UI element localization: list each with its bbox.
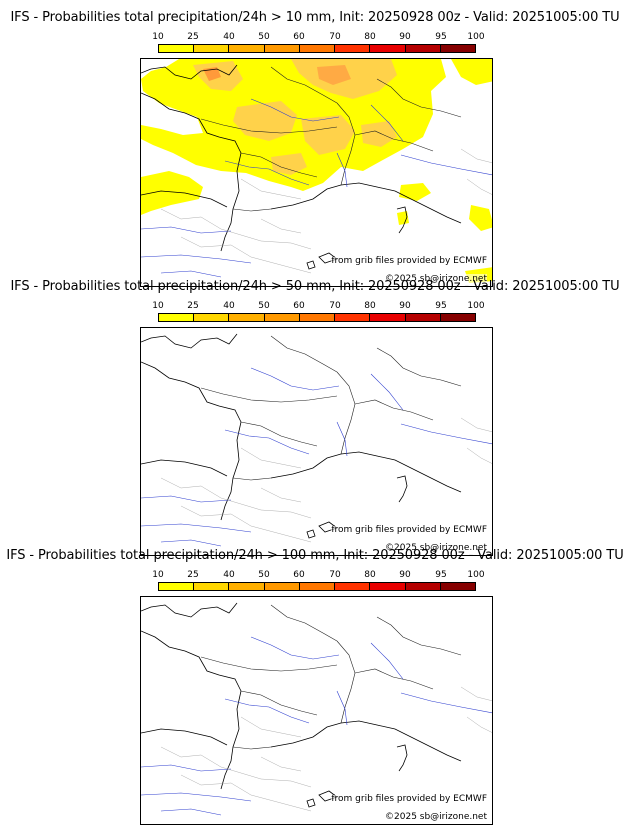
colorbar-segment xyxy=(264,314,300,321)
colorbar-tick: 100 xyxy=(467,301,485,311)
probability-map: from grib files provided by ECMWF ©2025 … xyxy=(140,58,493,287)
colorbar-tick: 60 xyxy=(293,32,305,42)
colorbar-tick: 80 xyxy=(364,570,376,580)
colorbar-segment xyxy=(335,314,371,321)
colorbar-tick: 10 xyxy=(152,301,164,311)
colorbar-segment xyxy=(335,583,371,590)
regions xyxy=(160,417,492,543)
country-borders xyxy=(200,66,462,212)
colorbar-tick: 50 xyxy=(258,32,270,42)
colorbar-tick: 60 xyxy=(293,301,305,311)
colorbar-segment xyxy=(229,45,265,52)
colorbar-segment xyxy=(405,45,441,52)
colorbar-segment xyxy=(440,45,475,52)
coastline xyxy=(141,333,462,539)
copyright-credit: ©2025 sb@irizone.net xyxy=(385,274,487,284)
colorbar-segment xyxy=(264,583,300,590)
coastline xyxy=(141,64,462,270)
colorbar-segment xyxy=(229,583,265,590)
colorbar-segment xyxy=(335,45,371,52)
panel-10mm: IFS - Probabilities total precipitation/… xyxy=(0,10,630,287)
colorbar-tick: 50 xyxy=(258,570,270,580)
colorbar-tick: 10 xyxy=(152,570,164,580)
regions xyxy=(160,686,492,812)
colorbar-tick: 90 xyxy=(399,301,411,311)
rivers xyxy=(141,98,492,278)
copyright-credit: ©2025 sb@irizone.net xyxy=(385,812,487,822)
colorbar-segment xyxy=(370,583,406,590)
panel-100mm: IFS - Probabilities total precipitation/… xyxy=(0,548,630,825)
colorbar xyxy=(158,582,476,591)
colorbar-tick: 60 xyxy=(293,570,305,580)
source-credit: from grib files provided by ECMWF xyxy=(331,256,487,266)
colorbar-tick: 70 xyxy=(329,570,341,580)
colorbar-segment xyxy=(159,583,195,590)
precip-shading xyxy=(141,59,492,283)
colorbar-segment xyxy=(370,314,406,321)
colorbar-tick: 80 xyxy=(364,32,376,42)
map-svg xyxy=(141,602,492,816)
colorbar-tick: 90 xyxy=(399,570,411,580)
colorbar-segment xyxy=(159,45,195,52)
map-svg xyxy=(141,333,492,547)
country-borders xyxy=(200,335,462,481)
rivers xyxy=(141,367,492,547)
source-credit: from grib files provided by ECMWF xyxy=(331,525,487,535)
colorbar-segment xyxy=(299,583,336,590)
colorbar-segment xyxy=(299,45,336,52)
map-svg xyxy=(141,59,492,283)
colorbar-tick: 25 xyxy=(187,301,199,311)
colorbar-segment xyxy=(370,45,406,52)
panel-50mm: IFS - Probabilities total precipitation/… xyxy=(0,279,630,556)
probability-map: from grib files provided by ECMWF ©2025 … xyxy=(140,327,493,556)
coastline xyxy=(141,602,462,808)
probability-map: from grib files provided by ECMWF ©2025 … xyxy=(140,596,493,825)
colorbar-tick: 100 xyxy=(467,570,485,580)
colorbar-segment xyxy=(194,583,230,590)
colorbar xyxy=(158,44,476,53)
colorbar-tick: 40 xyxy=(223,32,235,42)
regions xyxy=(160,148,492,274)
colorbar-tick: 95 xyxy=(435,570,447,580)
colorbar-segment xyxy=(159,314,195,321)
colorbar-tick: 70 xyxy=(329,32,341,42)
colorbar-tick: 40 xyxy=(223,570,235,580)
colorbar-tick: 70 xyxy=(329,301,341,311)
colorbar-segment xyxy=(405,314,441,321)
rivers xyxy=(141,636,492,816)
colorbar-tick: 95 xyxy=(435,32,447,42)
colorbar-tick: 50 xyxy=(258,301,270,311)
colorbar-tick: 40 xyxy=(223,301,235,311)
colorbar-tick: 95 xyxy=(435,301,447,311)
copyright-credit: ©2025 sb@irizone.net xyxy=(385,543,487,553)
colorbar-segment xyxy=(229,314,265,321)
colorbar-tick: 80 xyxy=(364,301,376,311)
colorbar-tick: 25 xyxy=(187,32,199,42)
colorbar-tick: 25 xyxy=(187,570,199,580)
panel-title: IFS - Probabilities total precipitation/… xyxy=(10,10,620,25)
colorbar-tick: 90 xyxy=(399,32,411,42)
country-borders xyxy=(200,604,462,750)
colorbar-segment xyxy=(194,314,230,321)
colorbar xyxy=(158,313,476,322)
colorbar-segment xyxy=(440,583,475,590)
panel-title: IFS - Probabilities total precipitation/… xyxy=(10,279,620,294)
colorbar-segment xyxy=(405,583,441,590)
colorbar-segment xyxy=(299,314,336,321)
colorbar-tick: 100 xyxy=(467,32,485,42)
panel-title: IFS - Probabilities total precipitation/… xyxy=(6,548,624,563)
colorbar-segment xyxy=(440,314,475,321)
source-credit: from grib files provided by ECMWF xyxy=(331,794,487,804)
colorbar-segment xyxy=(194,45,230,52)
colorbar-segment xyxy=(264,45,300,52)
colorbar-tick: 10 xyxy=(152,32,164,42)
